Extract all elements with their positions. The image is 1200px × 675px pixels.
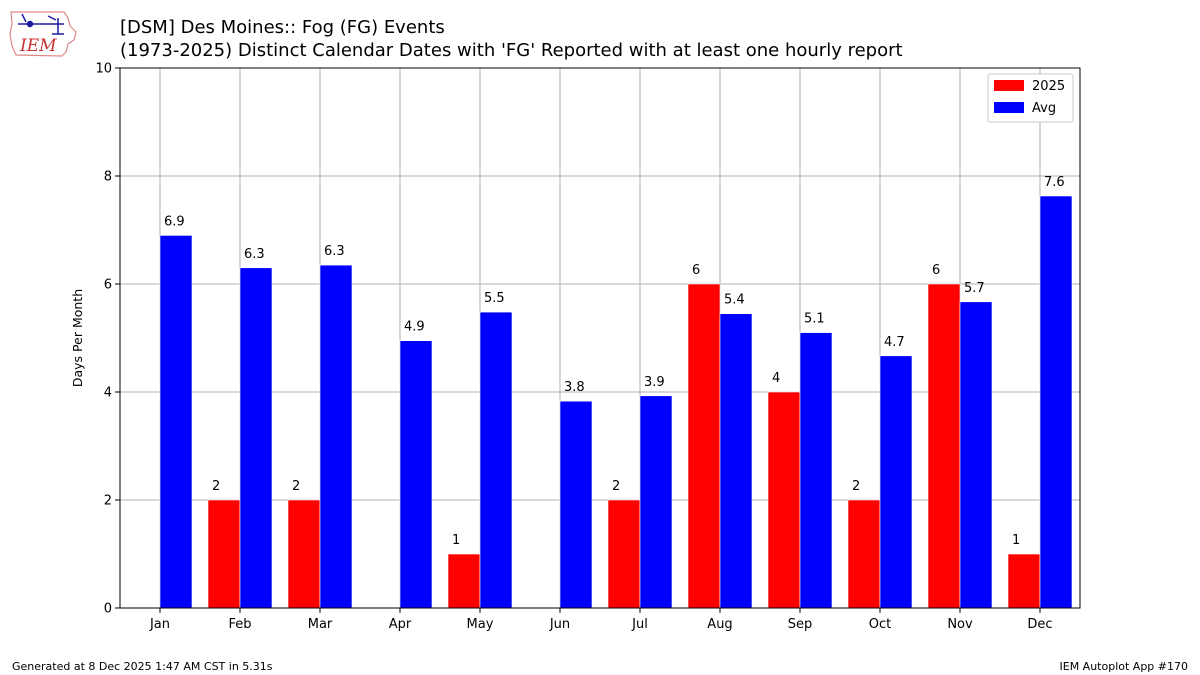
data-label-avg-oct: 4.7 xyxy=(884,335,905,350)
bar-2025-jul xyxy=(607,499,641,609)
bar-avg-dec xyxy=(1039,195,1073,609)
bar-2025-dec xyxy=(1007,553,1041,609)
bar-avg-jun xyxy=(559,400,593,609)
x-tick-label-mar: Mar xyxy=(308,617,333,632)
data-label-avg-nov: 5.7 xyxy=(964,281,985,296)
y-tick-label: 10 xyxy=(95,62,112,77)
x-tick-label-jul: Jul xyxy=(631,617,648,632)
logo-text: IEM xyxy=(19,36,57,56)
data-label-avg-may: 5.5 xyxy=(484,291,505,306)
x-tick-label-may: May xyxy=(467,617,494,632)
data-label-avg-dec: 7.6 xyxy=(1044,175,1065,190)
bar-avg-aug xyxy=(719,313,753,609)
data-labels: 6.9 2 6.3 2 6.3 4.9 1 5.5 3.8 2 3.9 6 5.4 4 5.1 2 4.7 6 5.… xyxy=(164,175,1065,548)
bar-2025-mar xyxy=(287,499,321,609)
data-label-avg-feb: 6.3 xyxy=(244,247,265,262)
x-tick-label-sep: Sep xyxy=(788,617,813,632)
data-label-2025-may: 1 xyxy=(452,533,460,548)
data-label-avg-jun: 3.8 xyxy=(564,380,585,395)
bar-2025-feb xyxy=(207,499,241,609)
data-label-avg-mar: 6.3 xyxy=(324,244,345,259)
bar-avg-jan xyxy=(159,235,193,609)
legend-label-2025: 2025 xyxy=(1032,79,1065,94)
legend-label-avg: Avg xyxy=(1032,101,1056,116)
iem-logo: IEM xyxy=(9,11,77,57)
x-tick-label-aug: Aug xyxy=(707,617,732,632)
data-label-2025-sep: 4 xyxy=(772,371,780,386)
y-axis-label: Days Per Month xyxy=(70,289,85,387)
bar-2025-aug xyxy=(687,283,721,609)
data-label-2025-aug: 6 xyxy=(692,263,700,278)
legend-swatch-2025 xyxy=(994,80,1024,91)
bar-avg-may xyxy=(479,311,513,609)
data-label-2025-oct: 2 xyxy=(852,479,860,494)
bar-avg-apr xyxy=(399,340,433,609)
iowa-outline xyxy=(9,11,77,57)
app-credit: IEM Autoplot App #170 xyxy=(1059,660,1189,673)
bar-2025-oct xyxy=(847,499,881,609)
data-label-avg-jan: 6.9 xyxy=(164,214,185,229)
bar-2025-may xyxy=(447,553,481,609)
chart-subtitle: (1973-2025) Distinct Calendar Dates with… xyxy=(120,40,903,61)
y-tick-label: 4 xyxy=(104,386,112,401)
bar-avg-jul xyxy=(639,395,673,609)
bar-avg-oct xyxy=(879,355,913,609)
y-tick-label: 0 xyxy=(104,602,112,617)
data-label-2025-dec: 1 xyxy=(1012,533,1020,548)
bar-avg-sep xyxy=(799,332,833,609)
bars xyxy=(159,195,1073,609)
y-tick-label: 6 xyxy=(104,278,112,293)
plot-frame xyxy=(119,67,1081,609)
x-tick-label-jan: Jan xyxy=(149,617,170,632)
x-tick-label-apr: Apr xyxy=(389,617,412,632)
generated-timestamp: Generated at 8 Dec 2025 1:47 AM CST in 5… xyxy=(12,660,273,673)
data-label-2025-feb: 2 xyxy=(212,479,220,494)
x-tick-label-oct: Oct xyxy=(869,617,891,632)
data-label-2025-jul: 2 xyxy=(612,479,620,494)
data-label-avg-apr: 4.9 xyxy=(404,320,425,335)
data-label-2025-mar: 2 xyxy=(292,479,300,494)
x-tick-label-nov: Nov xyxy=(947,617,973,632)
data-label-avg-jul: 3.9 xyxy=(644,375,665,390)
data-label-avg-sep: 5.1 xyxy=(804,312,825,327)
weather-station-icon xyxy=(18,13,64,35)
legend: 2025 Avg xyxy=(987,73,1074,123)
bar-avg-nov xyxy=(959,301,993,609)
data-label-avg-aug: 5.4 xyxy=(724,293,745,308)
x-tick-label-jun: Jun xyxy=(549,617,570,632)
bar-avg-feb xyxy=(239,267,273,609)
bar-2025-nov xyxy=(927,283,961,609)
x-tick-label-dec: Dec xyxy=(1027,617,1052,632)
bar-2025-sep xyxy=(767,391,801,609)
y-tick-label: 8 xyxy=(104,170,112,185)
data-label-2025-nov: 6 xyxy=(932,263,940,278)
chart-title: [DSM] Des Moines:: Fog (FG) Events xyxy=(120,17,445,38)
x-tick-label-feb: Feb xyxy=(228,617,251,632)
legend-swatch-avg xyxy=(994,102,1024,113)
bar-avg-mar xyxy=(319,264,353,609)
y-tick-label: 2 xyxy=(104,494,112,509)
axes: 0 2 4 6 8 10 Jan Feb Mar Apr May Jun Jul Aug Sep Oct Nov… xyxy=(95,62,1052,633)
